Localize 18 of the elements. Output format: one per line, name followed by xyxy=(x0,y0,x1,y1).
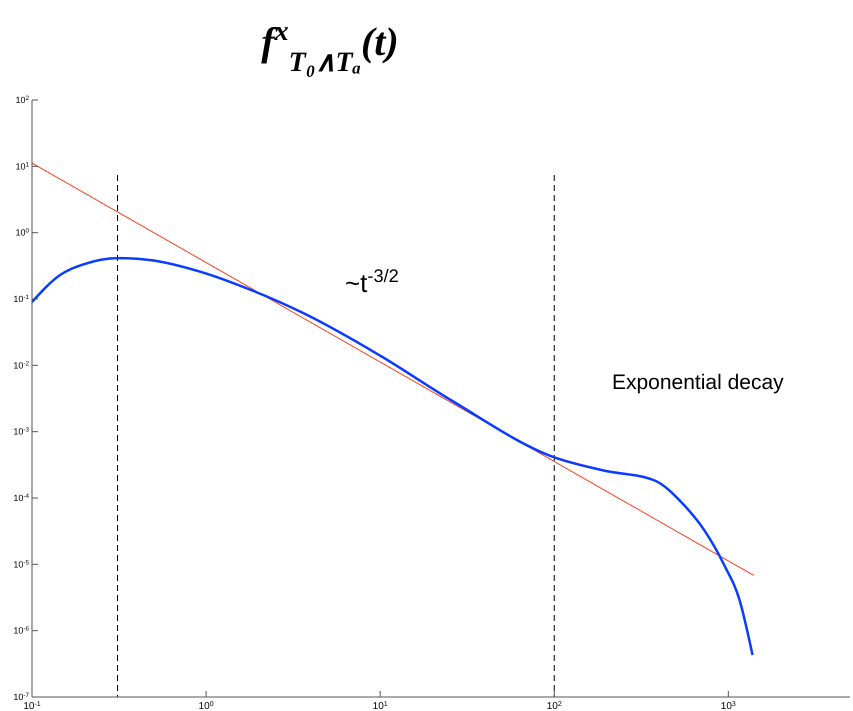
y-tick-label: 10$^{-2}$ xyxy=(13,360,30,370)
y-tick-label: 10$^{-1}$ xyxy=(13,294,30,304)
annotation: Exponential decay xyxy=(612,371,784,394)
y-tick-label: 10$^{1}$ xyxy=(15,160,30,172)
y-tick-label: 10$^{-3}$ xyxy=(13,426,30,437)
y-tick-label: 10$^{-4}$ xyxy=(13,492,30,503)
y-tick-label: 10$^{0}$ xyxy=(15,227,30,238)
annotation: ~t$^{-3/2}$ xyxy=(345,266,399,298)
y-tick-label: 10$^{-5}$ xyxy=(13,558,30,570)
y-tick-label: 10$^{-6}$ xyxy=(13,625,30,636)
x-tick-label: 10$^{1}$ xyxy=(372,700,388,711)
y-tick-label: 10$^{-7}$ xyxy=(13,692,30,702)
y-tick-label: 10$^{2}$ xyxy=(15,94,30,105)
x-tick-label: 10$^{2}$ xyxy=(546,700,562,711)
x-tick-label: 10$^{3}$ xyxy=(720,700,736,711)
chart-title: f$^{x}$$_{T₀∧Tₐ}$(t) xyxy=(261,16,399,78)
x-tick-label: 10$^{-1}$ xyxy=(23,700,41,711)
x-tick-label: 10$^{0}$ xyxy=(198,700,214,711)
